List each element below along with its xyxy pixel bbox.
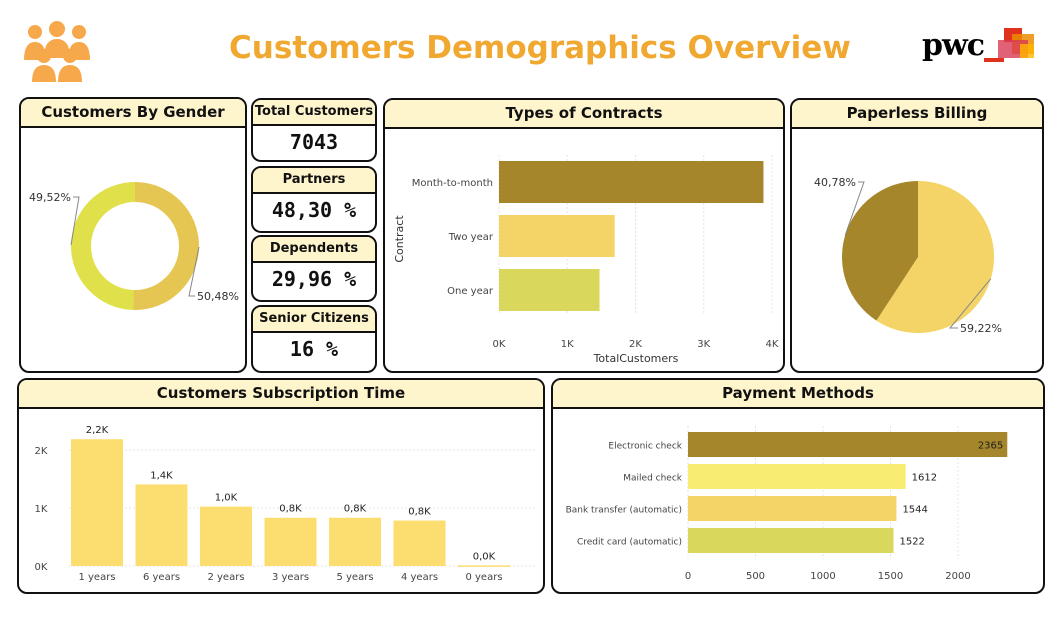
- x-tick-label: 2K: [629, 339, 642, 350]
- contracts-panel: Types of Contracts 0K 1K 2K 3K 4K Month-to-mo…: [383, 98, 785, 373]
- data-label: 0,8K: [408, 507, 431, 518]
- data-label: 1,0K: [215, 493, 238, 504]
- leader-line: [948, 278, 992, 329]
- category-label: 0 years: [465, 572, 502, 583]
- kpi-value: 16 %: [289, 337, 339, 361]
- payment-panel-title: Payment Methods: [553, 380, 1043, 409]
- x-tick-label: 4K: [766, 339, 779, 350]
- gender-panel-title: Customers By Gender: [21, 99, 245, 128]
- x-tick-label: 1000: [810, 571, 835, 582]
- x-tick-label: 500: [746, 571, 765, 582]
- x-tick-label: 1500: [878, 571, 903, 582]
- category-label: Bank transfer (automatic): [566, 506, 682, 516]
- category-label: Credit card (automatic): [577, 538, 682, 548]
- x-tick-label: 0: [685, 571, 691, 582]
- category-label: Electronic check: [608, 442, 682, 452]
- leader-line: [188, 246, 200, 297]
- kpi-value: 48,30 %: [271, 198, 357, 222]
- bar: [499, 161, 764, 203]
- category-label: 3 years: [272, 572, 309, 583]
- bar: [458, 565, 510, 567]
- kpi-label: Dependents: [253, 237, 375, 263]
- data-label: 1,4K: [150, 470, 173, 481]
- bar: [688, 432, 1008, 457]
- data-label: 0,8K: [279, 504, 302, 515]
- category-label: 1 years: [78, 572, 115, 583]
- bar: [200, 506, 252, 566]
- leader-line: [844, 181, 865, 236]
- contracts-bar-chart: 0K 1K 2K 3K 4K Month-to-month Two year One year…: [393, 155, 779, 365]
- category-label: 2 years: [207, 572, 244, 583]
- x-tick-label: 1K: [561, 339, 574, 350]
- page-title: Customers Demographics Overview: [229, 30, 851, 66]
- pwc-logo-text: pwc: [922, 28, 985, 63]
- data-label: 1612: [912, 473, 937, 484]
- kpi-value: 29,96 %: [271, 267, 357, 291]
- kpi-label: Total Customers: [253, 100, 375, 126]
- slice-label: 40,78%: [814, 176, 856, 189]
- bar: [71, 439, 123, 566]
- bar: [688, 528, 894, 553]
- pie-slice: [842, 181, 918, 321]
- x-tick-label: 2000: [945, 571, 970, 582]
- senior-citizens-card: Senior Citizens 16 %: [251, 305, 377, 373]
- data-label: 0,0K: [473, 551, 496, 562]
- kpi-value: 7043: [289, 130, 339, 154]
- paperless-panel-title: Paperless Billing: [792, 100, 1042, 129]
- people-group-icon: [24, 21, 90, 82]
- slice-label: 59,22%: [960, 322, 1002, 335]
- pie-slice: [70, 182, 135, 310]
- bar: [264, 517, 317, 566]
- paperless-pie-chart: 59,22% 40,78%: [814, 176, 1002, 335]
- y-tick-label: 2K: [35, 446, 48, 457]
- data-label: 0,8K: [344, 504, 367, 515]
- pwc-logo: pwc: [922, 26, 1042, 70]
- paperless-panel: Paperless Billing 59,22% 40,78%: [790, 98, 1044, 373]
- gender-donut-chart: 50,48% 49,52%: [29, 182, 239, 310]
- bar: [499, 215, 615, 257]
- data-label: 1544: [902, 505, 927, 516]
- slice-label: 50,48%: [197, 290, 239, 303]
- total-customers-card: Total Customers 7043: [251, 98, 377, 162]
- data-label: 2365: [978, 441, 1003, 452]
- category-label: 6 years: [143, 572, 180, 583]
- x-tick-label: 0K: [493, 339, 506, 350]
- bar: [135, 484, 188, 566]
- category-label: 4 years: [401, 572, 438, 583]
- category-label: Month-to-month: [412, 178, 493, 189]
- subscription-panel-title: Customers Subscription Time: [19, 380, 543, 409]
- y-tick-label: 1K: [35, 504, 48, 515]
- kpi-label: Senior Citizens: [253, 307, 375, 333]
- kpi-label: Partners: [253, 168, 375, 194]
- bar: [688, 464, 906, 489]
- bar: [329, 517, 381, 566]
- y-axis-title: Contract: [393, 215, 406, 263]
- pie-slice: [133, 182, 199, 310]
- category-label: One year: [447, 286, 494, 297]
- gender-panel: Customers By Gender 50,48% 49,52%: [19, 97, 247, 373]
- data-label: 2,2K: [86, 425, 109, 436]
- partners-card: Partners 48,30 %: [251, 166, 377, 233]
- x-axis-title: TotalCustomers: [593, 352, 679, 365]
- payment-bar-chart: 0 500 1000 1500 2000 Electronic check 2365 Mail…: [566, 426, 1008, 582]
- y-tick-label: 0K: [35, 562, 48, 573]
- bar: [499, 269, 600, 311]
- x-tick-label: 3K: [697, 339, 710, 350]
- pie-slice: [876, 181, 994, 333]
- slice-label: 49,52%: [29, 191, 71, 204]
- bar: [393, 520, 446, 566]
- payment-panel: Payment Methods 0 500 1000 1500 2000 Electron…: [551, 378, 1045, 594]
- bar: [688, 496, 897, 521]
- category-label: Two year: [448, 232, 494, 243]
- dependents-card: Dependents 29,96 %: [251, 235, 377, 302]
- subscription-panel: Customers Subscription Time 0K 1K 2K 2,2K 1 …: [17, 378, 545, 594]
- category-label: Mailed check: [623, 474, 683, 484]
- category-label: 5 years: [336, 572, 373, 583]
- data-label: 1522: [899, 537, 924, 548]
- subscription-bar-chart: 0K 1K 2K 2,2K 1 years 1,4K 6 years 1,0K 2 years 0…: [35, 425, 537, 583]
- contracts-panel-title: Types of Contracts: [385, 100, 783, 129]
- leader-line: [70, 196, 80, 246]
